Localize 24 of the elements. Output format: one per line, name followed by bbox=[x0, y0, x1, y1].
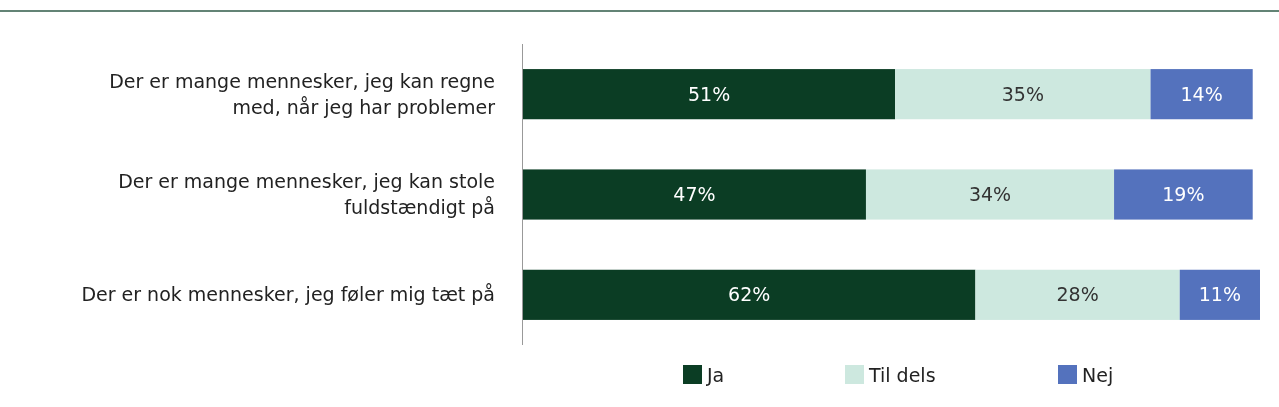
y-tick-label: Der er mange mennesker, jeg kan stole fuldstændigt på bbox=[118, 170, 495, 219]
y-tick-label: Der er mange mennesker, jeg kan regne med, når jeg har problemer bbox=[109, 69, 496, 118]
bar bbox=[1179, 269, 1260, 320]
data-label: 19% bbox=[1162, 183, 1205, 206]
bar bbox=[523, 169, 866, 220]
data-label: 28% bbox=[1056, 283, 1099, 306]
bar bbox=[1150, 69, 1253, 120]
bar bbox=[523, 69, 896, 120]
bar bbox=[523, 269, 976, 320]
data-label: 34% bbox=[968, 183, 1012, 206]
data-label: 11% bbox=[1198, 283, 1241, 306]
y-tick-label: Der er nok mennesker, jeg føler mig tæt på bbox=[81, 283, 495, 306]
legend-label: Ja bbox=[706, 363, 725, 386]
data-label: 62% bbox=[728, 283, 771, 306]
bar bbox=[975, 269, 1180, 320]
data-label: 35% bbox=[1001, 82, 1044, 105]
bar bbox=[895, 69, 1151, 120]
bar bbox=[1114, 169, 1253, 220]
data-label: 14% bbox=[1180, 82, 1223, 105]
legend-label: Til dels bbox=[868, 363, 936, 386]
data-label: 51% bbox=[687, 82, 731, 105]
legend-label: Nej bbox=[1082, 363, 1114, 386]
data-label: 47% bbox=[673, 183, 716, 206]
bar bbox=[865, 169, 1115, 220]
